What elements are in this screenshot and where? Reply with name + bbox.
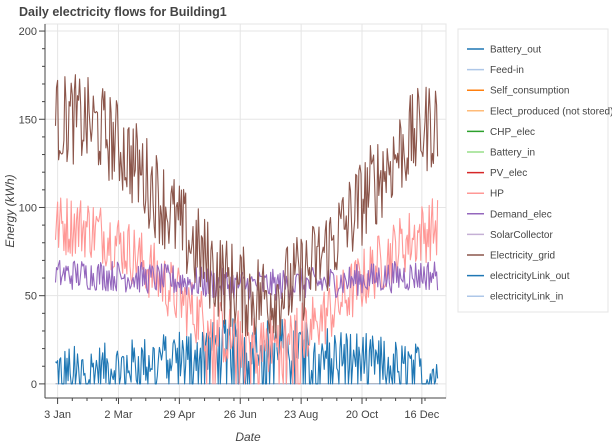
legend-label: HP — [490, 189, 504, 200]
legend-label: CHP_elec — [490, 127, 535, 138]
legend-label: PV_elec — [490, 168, 527, 179]
x-tick-label: 3 Jan — [44, 409, 71, 421]
legend-item-battery-in: Battery_in — [467, 148, 535, 159]
legend-item-electricitylink-in: electricityLink_in — [467, 292, 563, 303]
x-tick-label: 2 Mar — [104, 409, 132, 421]
legend-label: Demand_elec — [490, 209, 552, 220]
x-tick-label: 20 Oct — [346, 409, 378, 421]
x-tick-label: 23 Aug — [284, 409, 318, 421]
legend-item-solarcollector: SolarCollector — [467, 230, 553, 241]
legend-label: Battery_in — [490, 148, 535, 159]
legend-item-hp: HP — [467, 189, 504, 200]
legend-item-pv-elec: PV_elec — [467, 168, 527, 179]
y-tick-label: 50 — [25, 291, 37, 303]
legend-label: Feed-in — [490, 65, 524, 76]
legend-item-elect-produced-not-stored: Elect_produced (not stored) — [467, 106, 612, 117]
legend-label: electricityLink_in — [490, 292, 563, 303]
legend-label: Electricity_grid — [490, 251, 555, 262]
axes — [44, 24, 446, 399]
series-line-demand-elec — [54, 259, 439, 301]
chart-title: Daily electricity flows for Building1 — [19, 5, 227, 19]
legend-item-electricitylink-out: electricityLink_out — [467, 271, 570, 282]
x-axis-label: Date — [235, 430, 261, 444]
y-tick-label: 200 — [19, 26, 37, 38]
legend-label: electricityLink_out — [490, 271, 570, 282]
series-lines — [54, 74, 439, 385]
y-tick-label: 0 — [31, 379, 37, 391]
legend: Battery_out Feed-in Self_consumption Elect_… — [457, 28, 612, 313]
ticks: 0 50 100 150 200 3 Jan 2 Mar 29 Apr 26 Jun 23 Aug… — [19, 26, 440, 421]
legend-item-electricity-grid: Electricity_grid — [467, 251, 555, 262]
series-line-electricity-grid — [54, 74, 439, 339]
y-tick-label: 100 — [19, 202, 37, 214]
legend-item-feed-in: Feed-in — [467, 65, 524, 76]
x-tick-label: 26 Jun — [224, 409, 257, 421]
legend-label: Self_consumption — [490, 86, 570, 97]
legend-item-demand-elec: Demand_elec — [467, 209, 552, 220]
y-tick-label: 150 — [19, 114, 37, 126]
legend-item-battery-out: Battery_out — [467, 45, 541, 56]
legend-label: Elect_produced (not stored) — [490, 106, 612, 117]
x-tick-label: 16 Dec — [404, 409, 439, 421]
legend-label: Battery_out — [490, 45, 541, 56]
legend-label: SolarCollector — [490, 230, 553, 241]
legend-frame — [457, 28, 609, 313]
x-tick-label: 29 Apr — [163, 409, 195, 421]
legend-item-self-consumption: Self_consumption — [467, 86, 570, 97]
legend-item-chp-elec: CHP_elec — [467, 127, 535, 138]
y-axis-label: Energy (kWh) — [3, 174, 17, 247]
series-line-electricitylink-out — [55, 318, 439, 385]
